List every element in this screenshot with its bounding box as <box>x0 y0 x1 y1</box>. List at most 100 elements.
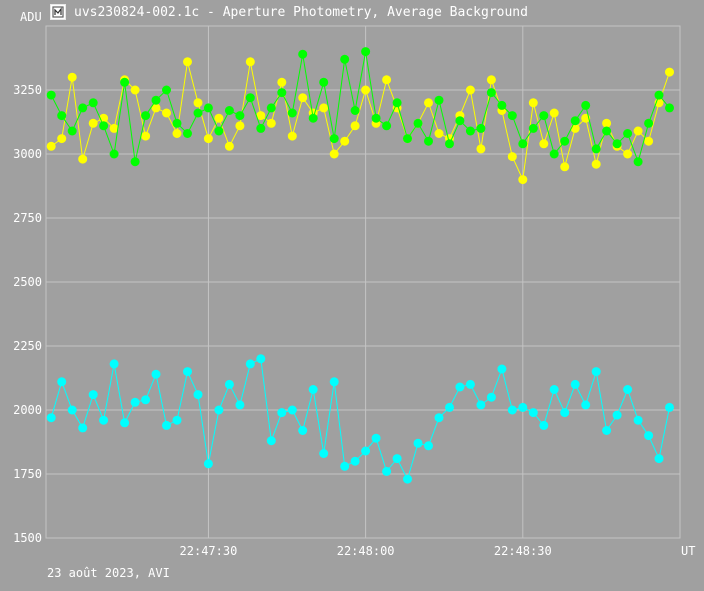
y-axis: 1500 1750 2000 2250 2500 2750 3000 3250 <box>13 83 42 545</box>
data-point-yellow <box>224 141 234 151</box>
series-yellow <box>46 57 674 185</box>
data-point-green <box>465 126 475 136</box>
data-point-green <box>581 100 591 110</box>
data-point-cyan <box>183 367 192 377</box>
data-point-cyan <box>224 379 234 389</box>
data-point-cyan <box>266 436 276 446</box>
data-point-yellow <box>486 75 496 85</box>
data-point-green <box>518 139 528 149</box>
data-point-yellow <box>109 123 119 133</box>
data-point-cyan <box>623 385 633 394</box>
data-point-cyan <box>654 454 664 464</box>
data-point-yellow <box>340 136 350 146</box>
data-point-cyan <box>120 418 130 428</box>
data-point-green <box>445 139 454 149</box>
data-point-cyan <box>141 395 151 405</box>
data-point-green <box>78 103 88 113</box>
data-point-yellow <box>644 136 654 146</box>
data-point-green <box>340 54 350 64</box>
title-bar: uvs230824-002.1c - Aperture Photometry, … <box>50 3 528 21</box>
photometry-app-icon[interactable] <box>50 4 66 20</box>
data-point-green <box>287 108 297 118</box>
x-tick-label: 22:48:00 <box>337 544 395 558</box>
data-point-cyan <box>497 364 507 374</box>
data-point-yellow <box>162 108 171 118</box>
y-tick-label: 3000 <box>13 147 42 161</box>
data-point-yellow <box>570 123 580 133</box>
data-point-yellow <box>591 159 601 169</box>
data-point-cyan <box>633 415 643 425</box>
data-point-yellow <box>434 129 444 138</box>
data-point-green <box>528 123 538 133</box>
data-point-green <box>434 95 444 105</box>
data-point-yellow <box>214 113 224 123</box>
data-point-yellow <box>633 126 643 136</box>
data-point-green <box>245 93 255 103</box>
data-point-cyan <box>382 466 392 476</box>
data-point-yellow <box>602 118 612 128</box>
data-point-cyan <box>57 377 67 387</box>
data-point-cyan <box>67 405 77 415</box>
data-point-green <box>319 77 329 87</box>
data-point-green <box>256 123 266 133</box>
y-tick-label: 1750 <box>13 467 42 481</box>
data-point-cyan <box>109 359 119 369</box>
data-point-green <box>539 111 549 121</box>
data-point-green <box>308 113 318 123</box>
data-point-green <box>665 103 674 113</box>
data-point-yellow <box>518 175 528 185</box>
data-point-green <box>46 90 56 100</box>
data-point-yellow <box>57 134 67 144</box>
data-point-yellow <box>256 111 266 121</box>
data-point-cyan <box>644 431 654 441</box>
data-point-green <box>392 98 402 108</box>
data-point-green <box>67 126 77 136</box>
data-point-yellow <box>46 141 56 151</box>
data-point-green <box>183 129 192 138</box>
series-yellow-line <box>50 61 670 182</box>
data-point-yellow <box>623 149 633 159</box>
data-point-cyan <box>434 413 444 423</box>
data-point-yellow <box>141 131 151 141</box>
data-point-cyan <box>319 449 329 458</box>
data-point-cyan <box>151 369 161 379</box>
data-point-cyan <box>245 359 255 369</box>
data-point-yellow <box>382 75 392 85</box>
y-tick-label: 1500 <box>13 531 42 545</box>
data-point-green <box>172 118 182 128</box>
data-point-green <box>612 139 622 149</box>
data-point-yellow <box>183 57 192 67</box>
data-point-cyan <box>518 402 528 412</box>
data-point-cyan <box>99 415 109 425</box>
data-point-yellow <box>298 93 308 103</box>
x-tick-label: 22:48:30 <box>494 544 552 558</box>
data-point-cyan <box>549 385 559 394</box>
data-point-green <box>549 149 559 159</box>
series-cyan-line <box>50 358 670 481</box>
data-point-green <box>602 126 612 136</box>
data-point-yellow <box>465 85 475 95</box>
data-point-green <box>507 111 517 121</box>
data-point-green <box>193 108 203 118</box>
data-point-cyan <box>203 459 213 469</box>
data-point-green <box>203 103 213 113</box>
data-point-green <box>120 77 130 87</box>
data-point-cyan <box>162 420 171 430</box>
data-point-green <box>99 121 109 131</box>
data-point-green <box>151 95 161 105</box>
data-point-cyan <box>193 390 203 400</box>
data-point-yellow <box>350 121 360 131</box>
data-point-cyan <box>486 392 496 402</box>
data-point-green <box>57 111 67 121</box>
data-point-yellow <box>130 85 140 95</box>
data-point-cyan <box>539 420 549 430</box>
data-point-green <box>654 90 664 100</box>
data-point-green <box>298 49 308 59</box>
data-point-yellow <box>549 108 559 118</box>
data-point-cyan <box>256 354 266 364</box>
data-point-green <box>109 149 119 159</box>
data-point-yellow <box>476 144 486 154</box>
data-point-green <box>455 116 465 126</box>
data-point-green <box>214 126 224 136</box>
data-point-cyan <box>528 408 538 418</box>
